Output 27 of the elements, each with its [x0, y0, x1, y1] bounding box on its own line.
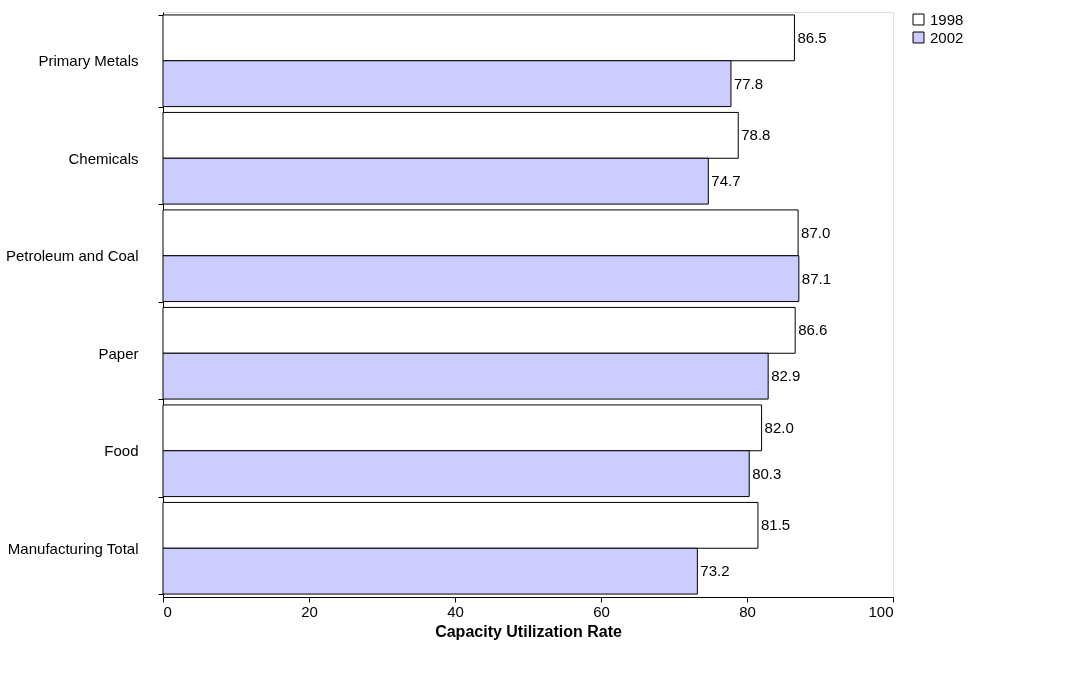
data-label: 74.7: [711, 172, 741, 190]
y-tick-label: Primary Metals: [38, 52, 139, 70]
data-label: 77.8: [733, 74, 764, 92]
data-label: 80.3: [752, 464, 782, 482]
data-label: 87.0: [801, 223, 831, 241]
data-label: 82.9: [771, 367, 801, 385]
data-label: 87.1: [801, 269, 832, 287]
legend-label: 1998: [930, 10, 964, 28]
legend-label: 2002: [930, 28, 964, 46]
y-tick-label: Manufacturing Total: [7, 539, 139, 557]
x-axis-title: Capacity Utilization Rate: [435, 622, 622, 640]
data-label: 73.2: [700, 562, 730, 580]
y-tick-label: Chemicals: [68, 149, 139, 167]
x-tick-label: 40: [447, 602, 464, 620]
data-label: 86.5: [797, 28, 827, 46]
data-label: 82.0: [764, 418, 794, 436]
x-tick-label: 20: [301, 602, 318, 620]
y-tick-label: Paper: [98, 344, 139, 362]
x-tick-label: 80: [739, 602, 756, 620]
x-tick-label: 100: [868, 602, 894, 620]
y-tick-label: Food: [104, 442, 139, 460]
data-label: 81.5: [760, 516, 791, 534]
x-tick-label: 60: [593, 602, 610, 620]
x-tick-label: 0: [163, 602, 172, 620]
data-label: 78.8: [741, 126, 771, 144]
data-label: 86.6: [798, 321, 828, 339]
y-tick-label: Petroleum and Coal: [5, 247, 139, 265]
